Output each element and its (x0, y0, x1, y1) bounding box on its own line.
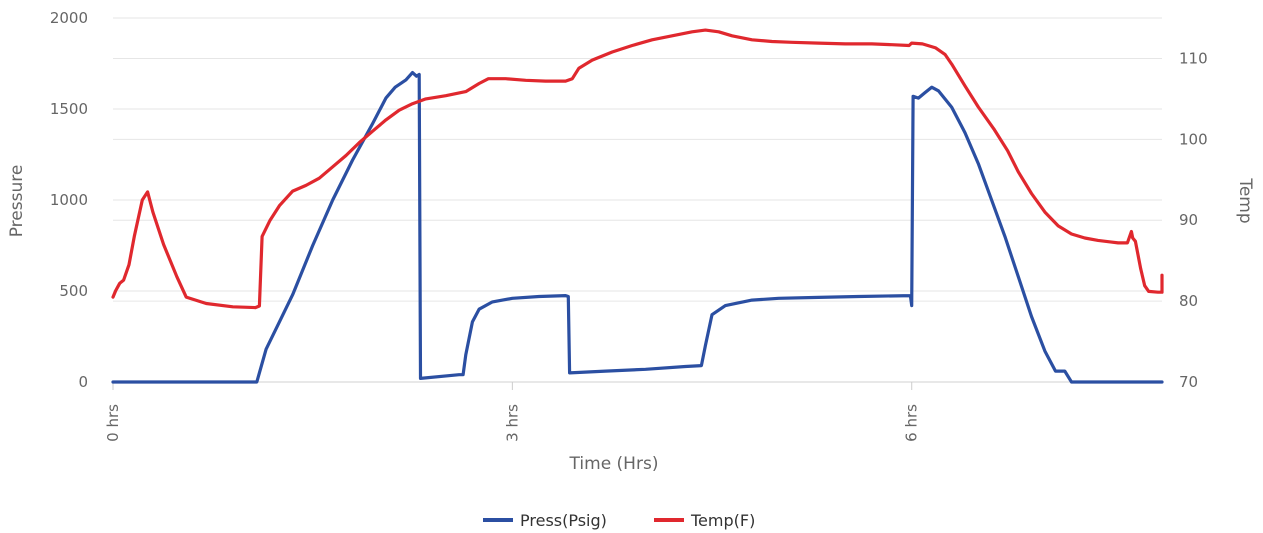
left-axis-ticks: 0 500 1000 1500 2000 (50, 9, 88, 391)
y2-tick-label: 110 (1179, 49, 1208, 67)
y2-axis-title: Temp (1235, 177, 1255, 223)
y2-tick-label: 100 (1179, 130, 1208, 148)
x-tick-label: 6 hrs (903, 404, 921, 442)
right-axis-ticks: 70 80 90 100 110 (1179, 49, 1208, 391)
y2-tick-label: 90 (1179, 211, 1198, 229)
legend: Press(Psig) Temp(F) (483, 511, 755, 530)
x-tick-label: 3 hrs (503, 404, 521, 442)
y-tick-label: 0 (78, 373, 88, 391)
legend-item-temp[interactable]: Temp(F) (654, 511, 755, 530)
y-axis-title: Pressure (7, 165, 27, 238)
y-tick-label: 1500 (50, 100, 88, 118)
y-tick-label: 500 (59, 282, 88, 300)
x-axis-title: Time (Hrs) (569, 454, 659, 474)
y2-tick-label: 80 (1179, 292, 1198, 310)
legend-item-press[interactable]: Press(Psig) (483, 511, 607, 530)
y2-tick-label: 70 (1179, 373, 1198, 391)
x-axis-ticks: 0 hrs 3 hrs 6 hrs (104, 382, 921, 442)
y-tick-label: 2000 (50, 9, 88, 27)
legend-label-press: Press(Psig) (520, 511, 607, 530)
series-line-press (111, 71, 1164, 384)
y-tick-label: 1000 (50, 191, 88, 209)
series-line-temp (111, 28, 1164, 310)
x-tick-label: 0 hrs (104, 404, 122, 442)
legend-label-temp: Temp(F) (690, 511, 755, 530)
gridlines (113, 17, 1162, 383)
series-lines (111, 28, 1164, 384)
